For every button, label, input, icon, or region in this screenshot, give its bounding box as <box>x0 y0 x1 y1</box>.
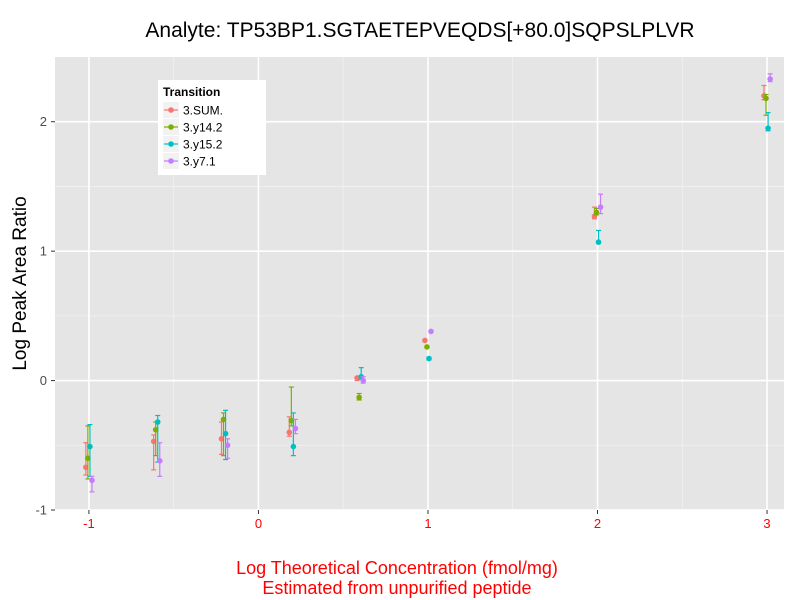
y-axis-label: Log Peak Area Ratio <box>10 196 31 370</box>
data-point <box>290 443 297 450</box>
x-tick-label: 2 <box>594 516 601 531</box>
data-point <box>85 455 91 462</box>
data-point <box>422 337 428 344</box>
x-tick-label: 1 <box>424 516 431 531</box>
x-axis-label: Estimated from unpurified peptide <box>262 578 531 598</box>
data-point <box>224 442 231 449</box>
data-point <box>597 204 604 210</box>
x-axis-label: Log Theoretical Concentration (fmol/mg) <box>236 558 558 578</box>
legend-key-point <box>168 124 174 130</box>
x-tick-label: 3 <box>763 516 770 531</box>
data-point <box>593 209 600 216</box>
data-point <box>222 430 229 437</box>
data-point <box>767 76 773 82</box>
data-point <box>150 438 157 445</box>
data-point <box>428 328 434 335</box>
x-tick-label: -1 <box>83 516 95 531</box>
legend-label: 3.y14.2 <box>183 121 223 135</box>
data-point <box>360 377 367 384</box>
data-point <box>89 477 95 484</box>
data-point <box>83 464 89 471</box>
data-point <box>595 239 602 245</box>
data-point <box>765 125 771 131</box>
chart-title: Analyte: TP53BP1.SGTAETEPVEQDS[+80.0]SQP… <box>145 19 694 42</box>
data-point <box>154 419 161 425</box>
data-point <box>424 344 430 350</box>
y-tick-label: 2 <box>40 114 47 129</box>
data-point <box>286 429 293 436</box>
data-point <box>152 426 159 433</box>
y-tick-label: 1 <box>40 244 47 259</box>
data-point <box>356 394 362 401</box>
data-point <box>763 95 769 102</box>
legend-label: 3.SUM. <box>183 104 223 118</box>
data-point <box>220 416 227 423</box>
legend-title: Transition <box>163 85 220 99</box>
data-point <box>426 355 432 362</box>
x-tick-label: 0 <box>255 516 262 531</box>
data-point <box>218 436 225 442</box>
legend-key-point <box>168 141 174 147</box>
legend-key-point <box>168 158 174 164</box>
legend-label: 3.y7.1 <box>183 155 216 169</box>
data-point <box>288 417 295 424</box>
y-tick-label: -1 <box>35 503 47 518</box>
y-tick-label: 0 <box>40 373 47 388</box>
chart-root: -1 0 1 2 3 -1 0 1 2 Transition 3.SUM. 3.y14.2 3.y15.… <box>10 19 784 598</box>
legend-key-point <box>168 107 174 113</box>
data-point <box>87 443 93 450</box>
data-point <box>156 458 163 464</box>
data-point <box>292 425 299 432</box>
legend-label: 3.y15.2 <box>183 138 223 152</box>
